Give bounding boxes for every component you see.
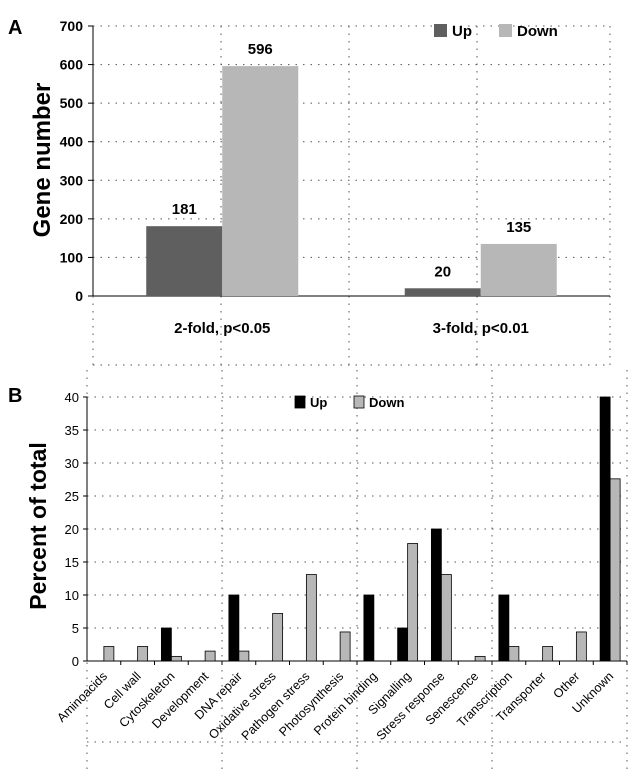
panel-b-bar-down (508, 646, 520, 662)
panel-a-bar-up (146, 226, 223, 296)
panel-b-bar-down (170, 655, 182, 662)
panel-a-category-label: 3-fold, p<0.01 (433, 320, 529, 337)
panel-a-ytick-label: 500 (60, 95, 84, 111)
panel-b-bar-down (103, 646, 115, 662)
panel-a-category-label: 2-fold, p<0.05 (174, 320, 270, 337)
panel-b-ytick-label: 20 (65, 522, 79, 537)
panel-b-bar-down (575, 631, 587, 662)
panel-b-bar-down (609, 478, 621, 662)
panel-b-ytick-label: 35 (65, 423, 79, 438)
panel-a-data-label: 181 (172, 201, 197, 218)
panel-b-ytick-label: 0 (72, 654, 79, 669)
panel-b-ytick-label: 5 (72, 621, 79, 636)
panel-a-data-label: 20 (434, 263, 451, 280)
panel-a-bar-up (404, 288, 481, 296)
panel-b-bar-up (160, 627, 172, 662)
panel-a-ytick-label: 600 (60, 57, 84, 73)
panel-a-ytick-label: 0 (75, 288, 83, 304)
panel-b-bar-down (474, 655, 486, 662)
panel-b-bar-up (430, 528, 442, 662)
panel-b-bar-down (542, 646, 554, 662)
panel-b-legend-label: Up (310, 395, 327, 410)
panel-a-ytick-label: 100 (60, 249, 84, 265)
panel-a-ylabel: Gene number (29, 83, 56, 238)
panel-b-bar-down (407, 543, 419, 662)
panel-a-ytick-label: 400 (60, 134, 84, 150)
panel-a-plot: 0 100 200 300 400 500 600 700 181 596 2-fold, p<0.… (60, 18, 611, 366)
panel-b-bar-down (238, 650, 250, 662)
panel-a-legend-label: Up (452, 23, 472, 40)
panel-b-bar-down (272, 613, 284, 662)
panel-b-letter: B (8, 385, 22, 407)
panel-b-ytick-label: 25 (65, 489, 79, 504)
panel-b-legend-swatch (353, 395, 365, 409)
panel-b-category-label: Aminoacids (54, 669, 110, 725)
panel-b-ylabel: Percent of total (25, 442, 51, 609)
panel-a-bar-down (222, 66, 299, 296)
panel-b-bar-up (228, 594, 240, 662)
panel-a-legend-swatch (499, 24, 512, 37)
panel-b-bar-up (599, 396, 611, 662)
panel-a-ytick-label: 700 (60, 18, 84, 34)
panel-b-bar-down (440, 574, 452, 662)
panel-b-bar-down (137, 646, 149, 662)
panel-a-letter: A (8, 17, 22, 39)
panel-b-ytick-label: 30 (65, 456, 79, 471)
panel-b-bar-up (498, 594, 510, 662)
panel-b-bar-up (397, 627, 409, 662)
panel-a-ytick-label: 300 (60, 172, 84, 188)
panel-b-category-label: Other (550, 669, 582, 701)
panel-a-ytick-label: 200 (60, 211, 84, 227)
panel-b-bar-down (305, 574, 317, 662)
panel-a-bar-down (480, 243, 557, 296)
panel-a-legend-swatch (434, 24, 447, 37)
panel-b-bar-up (363, 594, 375, 662)
panel-b-legend-swatch (294, 395, 306, 409)
panel-b-legend-label: Down (369, 395, 404, 410)
panel-a-legend-label: Down (517, 23, 558, 40)
panel-a-data-label: 135 (506, 219, 531, 236)
panel-b-ytick-label: 40 (65, 390, 79, 405)
panel-b-bar-down (204, 650, 216, 662)
panel-b-ytick-label: 10 (65, 588, 79, 603)
panel-b-ytick-label: 15 (65, 555, 79, 570)
panel-a-data-label: 596 (248, 41, 273, 58)
panel-b-bar-down (339, 631, 351, 662)
